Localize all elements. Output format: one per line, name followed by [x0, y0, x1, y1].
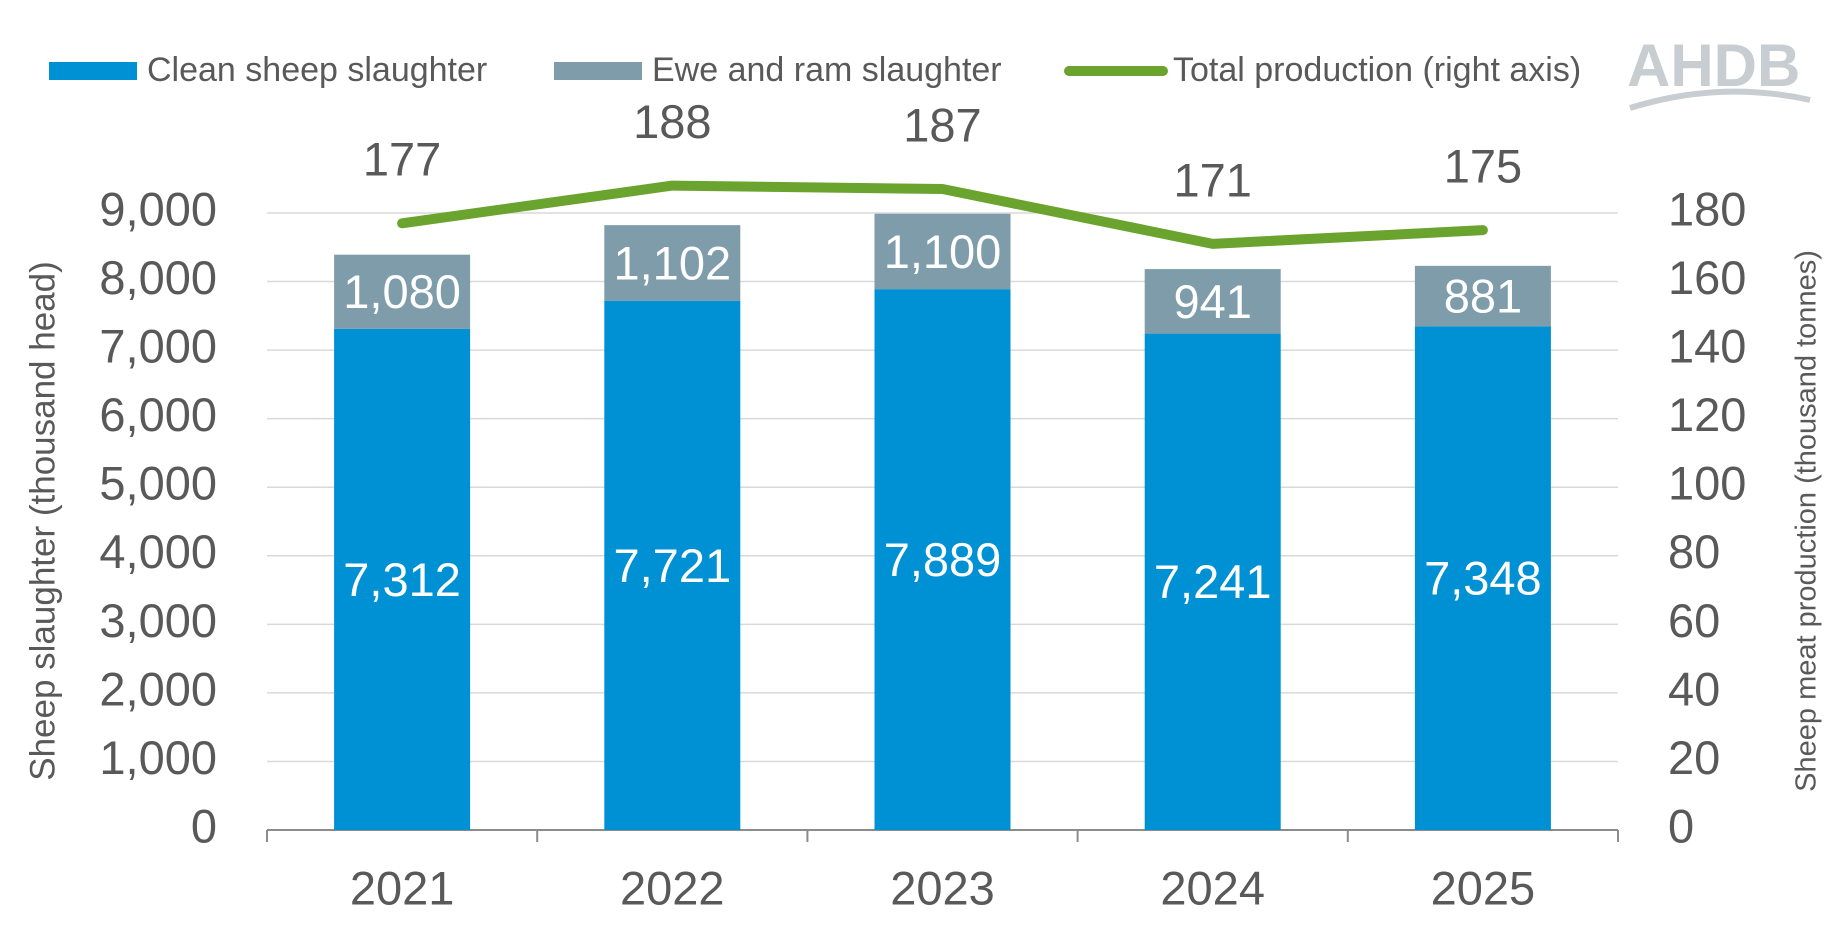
y2-tick-label: 100 [1668, 457, 1746, 510]
bar-segment [874, 289, 1011, 830]
line [397, 180, 1488, 249]
legend-label: Clean sheep slaughter [147, 51, 487, 89]
y2-tick-label: 160 [1668, 251, 1746, 304]
bar-value-label: 7,889 [884, 533, 1002, 586]
y2-tick-label: 20 [1668, 731, 1720, 784]
logo-swoosh [1629, 88, 1811, 111]
y2-tick-label: 80 [1668, 525, 1720, 578]
bar-segment [604, 225, 741, 301]
bar-value-label: 881 [1444, 269, 1522, 322]
line-value-label: 188 [633, 95, 711, 148]
line-value-label: 171 [1173, 153, 1251, 206]
y2-tick-label: 40 [1668, 662, 1720, 715]
line-value-label: 175 [1444, 140, 1522, 193]
y-tick-label: 0 [191, 799, 217, 852]
bar-segment [1144, 269, 1281, 334]
x-tick-label: 2023 [890, 861, 995, 914]
y-tick-label: 1,000 [99, 731, 217, 784]
legend-swatch [554, 62, 642, 80]
y2-tick-label: 140 [1668, 320, 1746, 373]
y-tick-label: 7,000 [99, 320, 217, 373]
bar-segment [874, 213, 1011, 290]
legend-swatch [49, 62, 137, 80]
legend-label: Ewe and ram slaughter [652, 51, 1002, 89]
y-tick-label: 5,000 [99, 457, 217, 510]
y2-tick-label: 0 [1668, 799, 1694, 852]
y-axis-title: Sheep slaughter (thousand head) [23, 261, 62, 781]
y2-tick-label: 180 [1668, 182, 1746, 235]
y-tick-label: 8,000 [99, 251, 217, 304]
bar-segment [1414, 265, 1551, 327]
y2-tick-label: 60 [1668, 594, 1720, 647]
bar-value-label: 1,100 [884, 225, 1002, 278]
line-value-label: 177 [363, 133, 441, 186]
bar-value-label: 7,312 [343, 553, 461, 606]
bar-value-label: 941 [1173, 275, 1251, 328]
bar-segment [334, 328, 471, 830]
bar-value-label: 7,348 [1424, 552, 1542, 605]
y2-axis-title: Sheep meat production (thousand tonnes) [1791, 250, 1823, 792]
legend-label: Total production (right axis) [1173, 51, 1581, 89]
bar-value-label: 1,102 [613, 236, 731, 289]
bar-segment [1144, 333, 1281, 830]
y-tick-label: 3,000 [99, 594, 217, 647]
y2-tick-label: 120 [1668, 388, 1746, 441]
x-tick-label: 2022 [620, 861, 725, 914]
y-tick-label: 6,000 [99, 388, 217, 441]
line-value-label: 187 [903, 98, 981, 151]
bar-segment [334, 254, 471, 329]
y-tick-label: 2,000 [99, 662, 217, 715]
bar-value-label: 7,241 [1154, 555, 1272, 608]
x-tick-label: 2025 [1431, 861, 1536, 914]
x-tick-label: 2024 [1160, 861, 1265, 914]
y-tick-label: 4,000 [99, 525, 217, 578]
x-tick-label: 2021 [350, 861, 455, 914]
bar-segment [604, 300, 741, 830]
bar-value-label: 1,080 [343, 265, 461, 318]
logo: AHDB [1627, 32, 1800, 99]
bar-value-label: 7,721 [613, 539, 731, 592]
y-tick-label: 9,000 [99, 182, 217, 235]
bar-segment [1414, 326, 1551, 830]
